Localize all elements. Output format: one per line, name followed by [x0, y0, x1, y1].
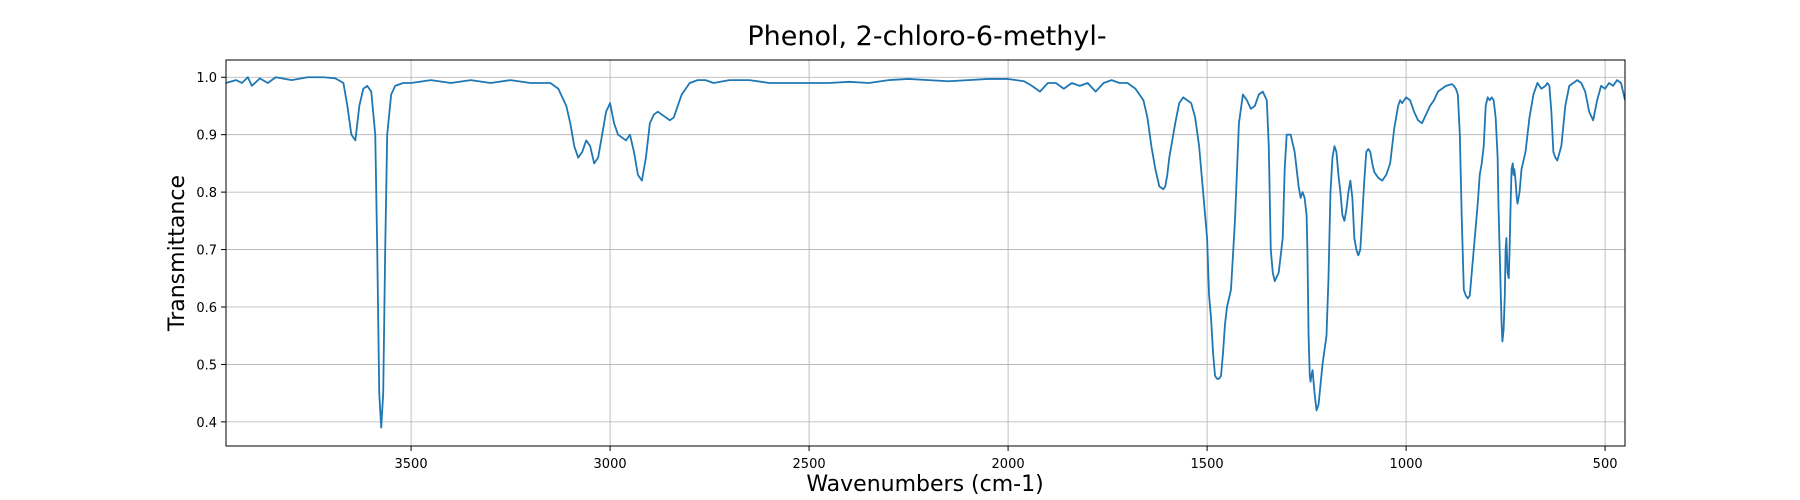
x-axis-label: Wavenumbers (cm-1) — [806, 472, 1043, 497]
x-tick-label: 3000 — [594, 457, 627, 472]
y-tick-label: 0.7 — [196, 244, 217, 259]
y-axis-label: Transmittance — [165, 175, 190, 332]
x-tick-label: 500 — [1593, 457, 1618, 472]
chart-title: Phenol, 2-chloro-6-methyl- — [747, 21, 1106, 52]
x-tick-label: 1500 — [1191, 457, 1224, 472]
y-tick-label: 0.6 — [196, 301, 217, 316]
y-tick-label: 0.5 — [196, 358, 217, 373]
x-tick-label: 1000 — [1390, 457, 1423, 472]
y-tick-label: 1.0 — [196, 71, 217, 86]
y-tick-label: 0.8 — [196, 186, 217, 201]
x-tick-label: 3500 — [395, 457, 428, 472]
plot-frame — [225, 59, 1626, 447]
grid — [226, 60, 1625, 446]
x-tick-label: 2500 — [793, 457, 826, 472]
y-tick-label: 0.4 — [196, 416, 217, 431]
x-tick-label: 2000 — [992, 457, 1025, 472]
spectrum-line — [226, 76, 1625, 429]
plot-area — [226, 76, 1625, 429]
axis-ticks: 3500 3000 2500 2000 1500 1000 500 0.4 0.5 0.6 0.7 0… — [196, 71, 1617, 472]
y-tick-label: 0.9 — [196, 129, 217, 144]
